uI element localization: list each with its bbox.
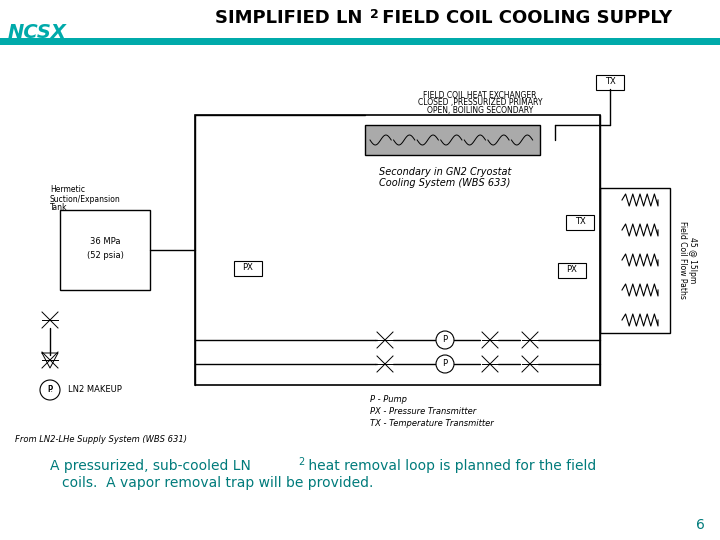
Text: PX: PX [567,266,577,274]
Text: 36 MPa: 36 MPa [90,238,120,246]
Text: 2: 2 [298,457,305,467]
Text: 45 @ 15lpm: 45 @ 15lpm [688,237,698,283]
Text: FIELD COIL HEAT EXCHANGER: FIELD COIL HEAT EXCHANGER [423,91,536,99]
Text: Cooling System (WBS 633): Cooling System (WBS 633) [379,178,510,188]
Text: Secondary in GN2 Cryostat: Secondary in GN2 Cryostat [379,167,511,177]
Text: TX: TX [575,218,585,226]
Text: SIMPLIFIED LN: SIMPLIFIED LN [215,9,362,27]
Text: Field Coil Flow Paths: Field Coil Flow Paths [678,221,686,299]
Text: PX - Pressure Transmitter: PX - Pressure Transmitter [370,408,476,416]
Text: (52 psia): (52 psia) [86,251,123,260]
Text: Hermetic: Hermetic [50,186,85,194]
Bar [195,115,600,385]
Text: OPEN, BOILING SECONDARY: OPEN, BOILING SECONDARY [427,106,533,116]
Circle shape [40,380,60,400]
Text: TX - Temperature Transmitter: TX - Temperature Transmitter [370,420,494,429]
Bar [600,188,670,333]
Text: P: P [442,360,448,368]
Text: P.: P. [47,386,53,395]
Text: LN2 MAKEUP: LN2 MAKEUP [68,386,122,395]
Text: A pressurized, sub-cooled LN: A pressurized, sub-cooled LN [50,459,251,473]
Text: P: P [48,386,53,395]
Bar [566,214,594,230]
Circle shape [436,331,454,349]
Bar [234,260,262,275]
Text: Suction/Expansion: Suction/Expansion [50,194,121,204]
Bar [596,75,624,90]
Text: 2: 2 [370,9,379,22]
Bar [558,262,586,278]
Text: NCSX: NCSX [8,24,67,43]
Text: 6: 6 [696,518,704,532]
Text: Tank: Tank [50,204,68,213]
Bar [365,125,540,155]
Text: CLOSED ,PRESSURIZED PRIMARY: CLOSED ,PRESSURIZED PRIMARY [418,98,542,107]
Bar [60,210,150,290]
Text: FIELD COIL COOLING SUPPLY: FIELD COIL COOLING SUPPLY [376,9,672,27]
Text: From LN2-LHe Supply System (WBS 631): From LN2-LHe Supply System (WBS 631) [15,435,187,444]
Text: heat removal loop is planned for the field: heat removal loop is planned for the fie… [304,459,596,473]
Text: PX: PX [243,264,253,273]
Circle shape [436,355,454,373]
Text: P - Pump: P - Pump [370,395,407,404]
Text: P: P [442,335,448,345]
Bar [0,38,720,45]
Text: TX: TX [605,78,616,86]
Text: coils.  A vapor removal trap will be provided.: coils. A vapor removal trap will be prov… [62,476,374,490]
